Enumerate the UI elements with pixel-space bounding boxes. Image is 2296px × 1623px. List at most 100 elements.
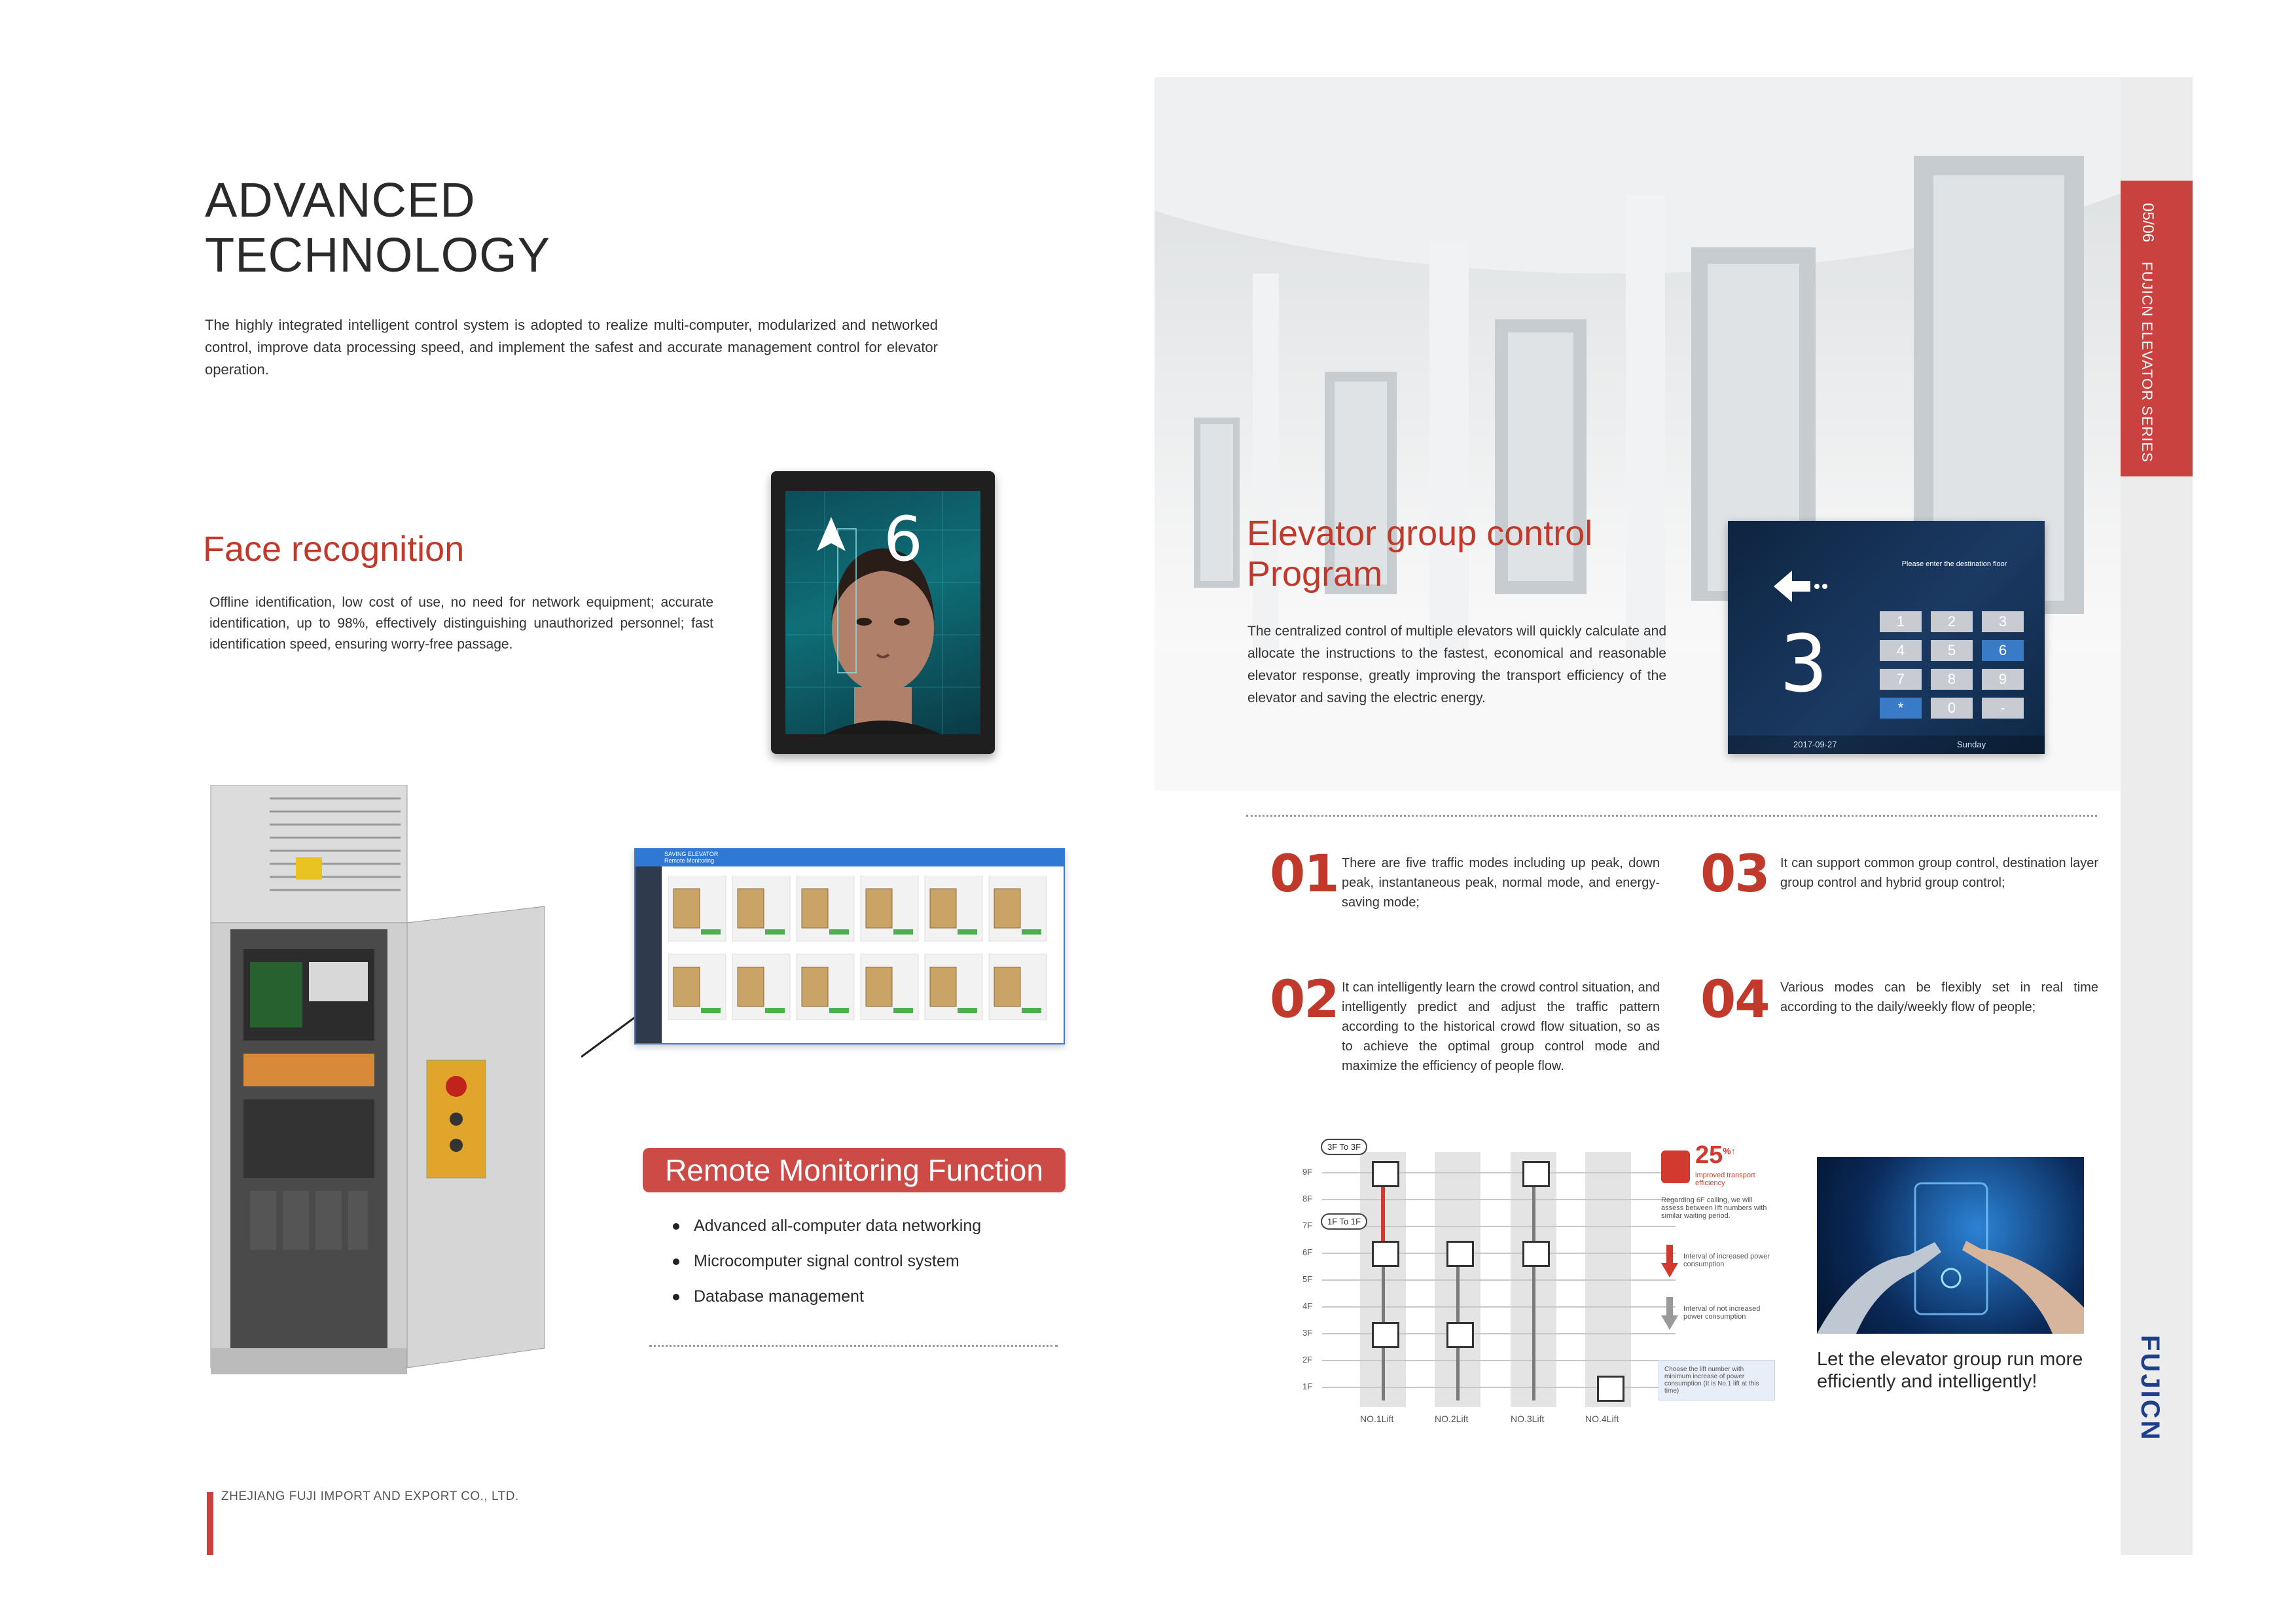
lift-choice-note: Choose the lift number with minimum incr… — [1659, 1360, 1775, 1400]
floor-label: 7F — [1302, 1221, 1313, 1230]
keypad-key[interactable]: 9 — [1982, 669, 2024, 690]
lift-cabin — [1597, 1376, 1624, 1402]
floor-line — [1322, 1253, 1676, 1254]
legend-not-increased: Interval of not increased power consumpt… — [1683, 1305, 1761, 1321]
face-illustration — [785, 491, 980, 734]
screen-sidebar — [636, 866, 662, 1043]
assessment-note: Regarding 6F calling, we will assess bet… — [1661, 1196, 1767, 1220]
floor-label: 4F — [1302, 1301, 1313, 1311]
floor-line — [1322, 1387, 1676, 1388]
lift-label: NO.3Lift — [1511, 1414, 1545, 1424]
keypad-key[interactable]: - — [1982, 698, 2024, 719]
floor-line — [1322, 1333, 1676, 1334]
bullet-dot — [673, 1223, 679, 1230]
ai-touch-photo — [1817, 1157, 2084, 1334]
lift-label: NO.1Lift — [1360, 1414, 1394, 1424]
group-control-text: The centralized control of multiple elev… — [1247, 624, 1666, 705]
footer-accent-bar — [207, 1492, 213, 1555]
lift-cabin — [1372, 1161, 1399, 1187]
footer-company: ZHEJIANG FUJI IMPORT AND EXPORT CO., LTD… — [221, 1489, 519, 1503]
keypad-key-selected[interactable]: 6 — [1982, 640, 2024, 661]
screen-title: SAVING ELEVATOR — [664, 851, 719, 857]
keypad-key[interactable]: 8 — [1931, 669, 1973, 690]
floor-label: 5F — [1302, 1274, 1313, 1284]
lift-rail — [1382, 1171, 1385, 1400]
keypad-prompt: Please enter the destination floor — [1901, 560, 2007, 568]
feature-text: There are five traffic modes including u… — [1342, 856, 1660, 910]
sidebar-series: FUJICN ELEVATOR SERIES — [2139, 262, 2155, 463]
bullet-dot — [673, 1294, 679, 1301]
keypad-floor: 3 — [1780, 619, 1828, 710]
floor-line — [1322, 1360, 1676, 1361]
remote-monitoring-screen: SAVING ELEVATOR Remote Monitoring — [634, 848, 1065, 1044]
keypad-grid: 1 2 3 4 5 6 7 8 9 * 0 - — [1880, 611, 2032, 719]
face-display-floor: 6 — [884, 504, 923, 575]
floor-label: 9F — [1302, 1167, 1313, 1177]
group-control-diagram: 9F 8F 7F 6F 5F 4F 3F 2F 1F 3F To 3F 1F T… — [1283, 1132, 1775, 1440]
floor-label: 3F — [1302, 1328, 1313, 1338]
request-bubble: 3F To 3F — [1321, 1139, 1368, 1155]
brand-logo: FUJICN — [2136, 1335, 2164, 1442]
keypad-key[interactable]: 5 — [1931, 640, 1973, 661]
remote-bullet-text: Advanced all-computer data networking — [694, 1217, 982, 1235]
feature-number: 02 — [1270, 971, 1340, 1029]
face-recognition-text: Offline identification, low cost of use,… — [209, 595, 713, 652]
keypad-date: 2017-09-27 — [1793, 740, 1837, 749]
control-cabinet — [204, 785, 584, 1374]
feature-number: 03 — [1700, 845, 1770, 904]
lift-label: NO.2Lift — [1435, 1414, 1469, 1424]
remote-bullet: Advanced all-computer data networking — [673, 1208, 981, 1243]
face-recognition-title: Face recognition — [203, 529, 465, 569]
keypad-key[interactable]: 3 — [1982, 611, 2024, 632]
keypad-key[interactable]: 2 — [1931, 611, 1973, 632]
group-control-title-line2: Program — [1247, 554, 1383, 594]
lift-label: NO.4Lift — [1585, 1414, 1619, 1424]
tagline: Let the elevator group run more efficien… — [1817, 1349, 2083, 1392]
arrow-down-grey-icon — [1661, 1297, 1678, 1330]
remote-bullet-text: Database management — [694, 1287, 864, 1306]
screen-subtitle: Remote Monitoring — [664, 857, 715, 864]
remote-bullets: Advanced all-computer data networking Mi… — [673, 1208, 981, 1314]
floor-line — [1322, 1226, 1676, 1227]
destination-keypad: 3 Please enter the destination floor 1 2… — [1728, 521, 2045, 754]
features-divider — [1246, 815, 2097, 817]
keypad-footer: 2017-09-27 Sunday — [1728, 736, 2045, 754]
request-bubble: 1F To 1F — [1321, 1213, 1368, 1230]
bullet-dot — [673, 1258, 679, 1266]
lift-path-red — [1381, 1175, 1385, 1267]
screen-grid — [668, 875, 1057, 1033]
floor-label: 8F — [1302, 1194, 1313, 1204]
group-control-title: Elevator group control Program — [1247, 513, 1592, 594]
remote-divider — [649, 1345, 1058, 1347]
keypad-key[interactable]: 1 — [1880, 611, 1922, 632]
lift-cabin — [1372, 1241, 1399, 1267]
feature-number: 04 — [1700, 971, 1770, 1029]
keypad-key[interactable]: 7 — [1880, 669, 1922, 690]
title-line-1: ADVANCED — [205, 173, 476, 227]
sidebar-page-number: 05/06 — [2139, 203, 2157, 243]
lift-cabin — [1372, 1322, 1399, 1348]
screen-header: SAVING ELEVATOR Remote Monitoring — [636, 849, 1064, 866]
lift-cabin — [1522, 1161, 1550, 1187]
remote-bullet: Microcomputer signal control system — [673, 1243, 981, 1279]
arrow-left-icon — [1774, 571, 1827, 602]
efficiency-percent-unit: %↑ — [1723, 1145, 1736, 1156]
remote-bullet: Database management — [673, 1279, 981, 1314]
floor-label: 6F — [1302, 1247, 1313, 1257]
keypad-key[interactable]: 4 — [1880, 640, 1922, 661]
remote-monitoring-title: Remote Monitoring Function — [643, 1148, 1066, 1192]
face-recognition-device: 6 — [771, 471, 995, 754]
feature-text: Various modes can be flexibly set in rea… — [1780, 980, 2098, 1014]
remote-bullet-text: Microcomputer signal control system — [694, 1252, 960, 1270]
keypad-key[interactable]: * — [1880, 698, 1922, 719]
keypad-key[interactable]: 0 — [1931, 698, 1973, 719]
connector-line — [581, 1010, 644, 1058]
title-line-2: TECHNOLOGY — [205, 228, 551, 282]
lift-cabin — [1446, 1322, 1474, 1348]
efficiency-icon — [1661, 1150, 1690, 1183]
face-screen: 6 — [785, 491, 980, 734]
floor-line — [1322, 1199, 1676, 1200]
efficiency-percent: 25%↑ — [1695, 1141, 1736, 1169]
efficiency-caption: improved transport efficiency — [1695, 1171, 1755, 1187]
intro-text: The highly integrated intelligent contro… — [205, 317, 938, 378]
